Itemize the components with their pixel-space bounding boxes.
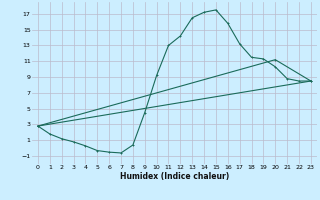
X-axis label: Humidex (Indice chaleur): Humidex (Indice chaleur)	[120, 172, 229, 181]
